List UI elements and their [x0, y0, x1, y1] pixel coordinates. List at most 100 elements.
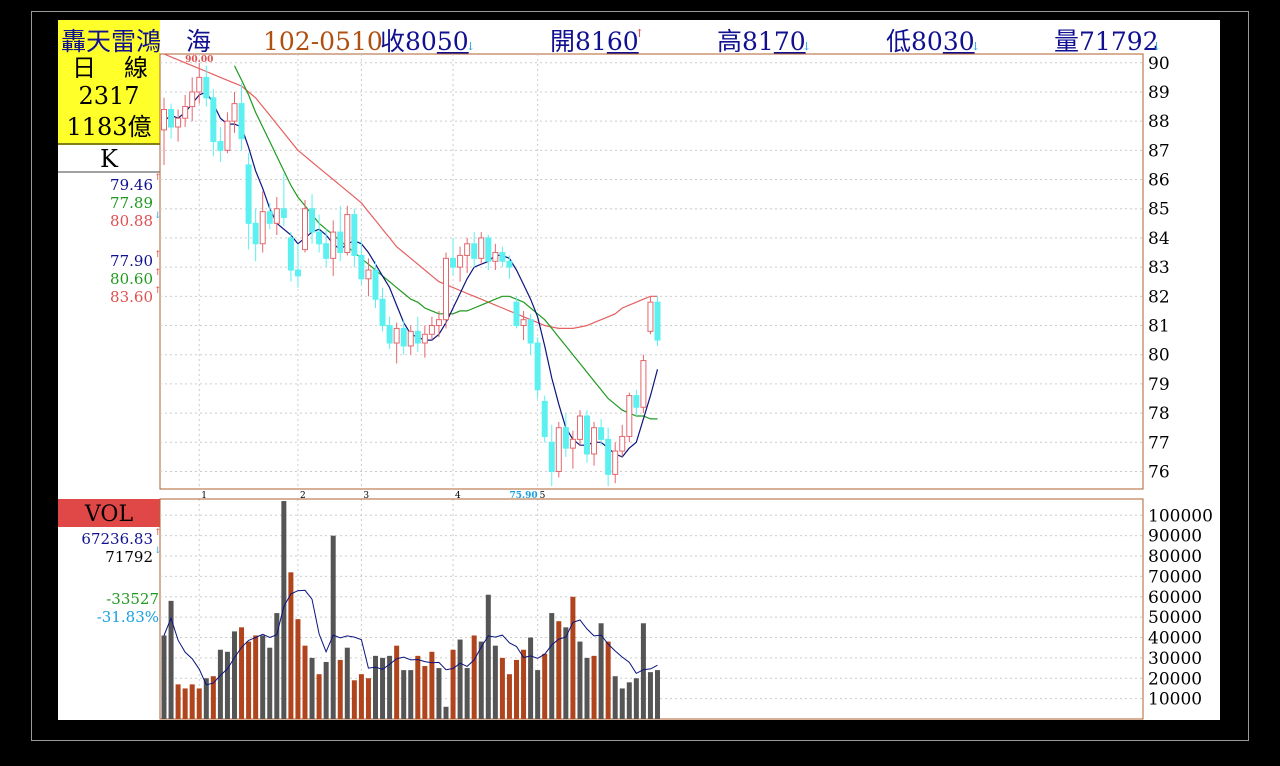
volume-bar [217, 649, 223, 719]
period-box [58, 20, 160, 55]
price-tick-label: 77 [1148, 433, 1170, 453]
candle-body [576, 415, 583, 440]
open-up-arrow: ↑ [635, 27, 644, 40]
candle-body [471, 243, 478, 259]
volume-bar [210, 676, 216, 719]
candle-body [309, 208, 316, 233]
volume-avg-line [163, 589, 658, 686]
vol-tick-label: 50000 [1148, 608, 1202, 628]
candle-body [358, 254, 365, 280]
volume-bar [499, 657, 505, 719]
price-tick-label: 86 [1148, 171, 1170, 191]
candle-body [450, 257, 457, 268]
volume-bar [521, 649, 527, 719]
volume-bar [563, 627, 569, 719]
volume-bar [401, 670, 407, 719]
vol-tick-label: 30000 [1148, 649, 1202, 669]
stock-chart: 轟天雷鴻 海 102-0510 收8050 ↓ 開8160 ↑ 高8170 ↓ … [58, 20, 1220, 720]
volume-bar [281, 501, 287, 719]
volume-bar [323, 661, 329, 719]
volume-bar [288, 572, 294, 719]
volume-bar [549, 613, 555, 719]
vol-diff-value: -33527 [106, 590, 159, 608]
vol-tick-label: 70000 [1148, 567, 1202, 587]
volume-plot: 1000020000300004000050000600007000080000… [159, 498, 1213, 720]
volume-bar [436, 668, 442, 719]
candle-body [407, 330, 414, 347]
volume-bar [224, 651, 230, 719]
candle-body [287, 237, 294, 271]
candle-body [562, 427, 569, 449]
candle-body [217, 141, 224, 151]
vol-diff-percent: -31.83% [97, 608, 159, 626]
volume-bar [612, 676, 618, 719]
volume-bar [605, 641, 611, 719]
volume-bar [380, 657, 386, 719]
volume-bar [387, 655, 393, 719]
volume-bar [591, 655, 597, 719]
price-annotation: 90.00 [185, 55, 213, 65]
low-price: 低8030 [886, 27, 975, 56]
volume-bar [175, 684, 181, 719]
volume-bar [309, 657, 315, 719]
ma60-value: 83.60 [110, 288, 153, 306]
candle-body [548, 441, 555, 472]
ma5-value: 77.90 [110, 252, 153, 270]
volume-bar [422, 666, 428, 719]
candle-body [612, 450, 619, 475]
price-tick-label: 90 [1148, 54, 1170, 74]
volume-bar [640, 623, 646, 719]
candle-body [499, 252, 506, 262]
price-tick-label: 81 [1148, 317, 1170, 337]
ma20-value: 80.60 [110, 270, 153, 288]
candle-body [273, 208, 280, 224]
price-tick-label: 85 [1148, 200, 1170, 220]
candle-body [351, 214, 358, 256]
ma60-arrow: ↑ [154, 286, 162, 296]
candle-body [640, 360, 647, 408]
volume-bar [274, 613, 280, 719]
volume-bar [358, 674, 364, 719]
candle-body [330, 231, 337, 259]
candle-body [365, 269, 372, 280]
volume-bar [647, 672, 653, 719]
candle-body [492, 252, 499, 262]
stock-name: 轟天雷鴻 海 [61, 27, 211, 56]
price-annotation: 75.90 [509, 491, 537, 501]
vol-tick-label: 60000 [1148, 588, 1202, 608]
candle-body [280, 208, 287, 218]
volume-bar [506, 674, 512, 719]
volume-bar [337, 659, 343, 719]
candle-body [464, 243, 471, 256]
candle-body [372, 269, 379, 300]
volume-bar [626, 682, 632, 719]
volume-bar [542, 653, 548, 719]
candle-body [506, 260, 513, 268]
ma20-arrow: ↑ [154, 268, 162, 278]
ma5-arrow: ↑ [154, 250, 162, 260]
candle-body [605, 438, 612, 475]
price-tick-label: 79 [1148, 375, 1170, 395]
volume-bar [415, 655, 421, 719]
candle-body [337, 231, 344, 254]
month-label: 5 [540, 491, 546, 501]
vol-tick-label: 100000 [1148, 506, 1213, 526]
volume-bar [253, 635, 259, 719]
volume-bar [535, 670, 541, 719]
candle-body [379, 298, 386, 327]
volume-bar [260, 635, 266, 719]
candle-body [252, 222, 259, 245]
volume-bar [365, 678, 371, 719]
chart-background [58, 20, 1220, 720]
candle-body [647, 301, 654, 332]
candle-body [386, 325, 393, 344]
info-box [58, 55, 160, 145]
volume-bar [457, 639, 463, 719]
volume-bar [330, 535, 336, 719]
close-down-arrow: ↓ [466, 40, 475, 53]
candle-body [626, 395, 633, 437]
volume-bar [485, 594, 491, 719]
price-frame [159, 53, 1144, 490]
candle-body [478, 237, 485, 259]
candle-body [520, 319, 527, 327]
